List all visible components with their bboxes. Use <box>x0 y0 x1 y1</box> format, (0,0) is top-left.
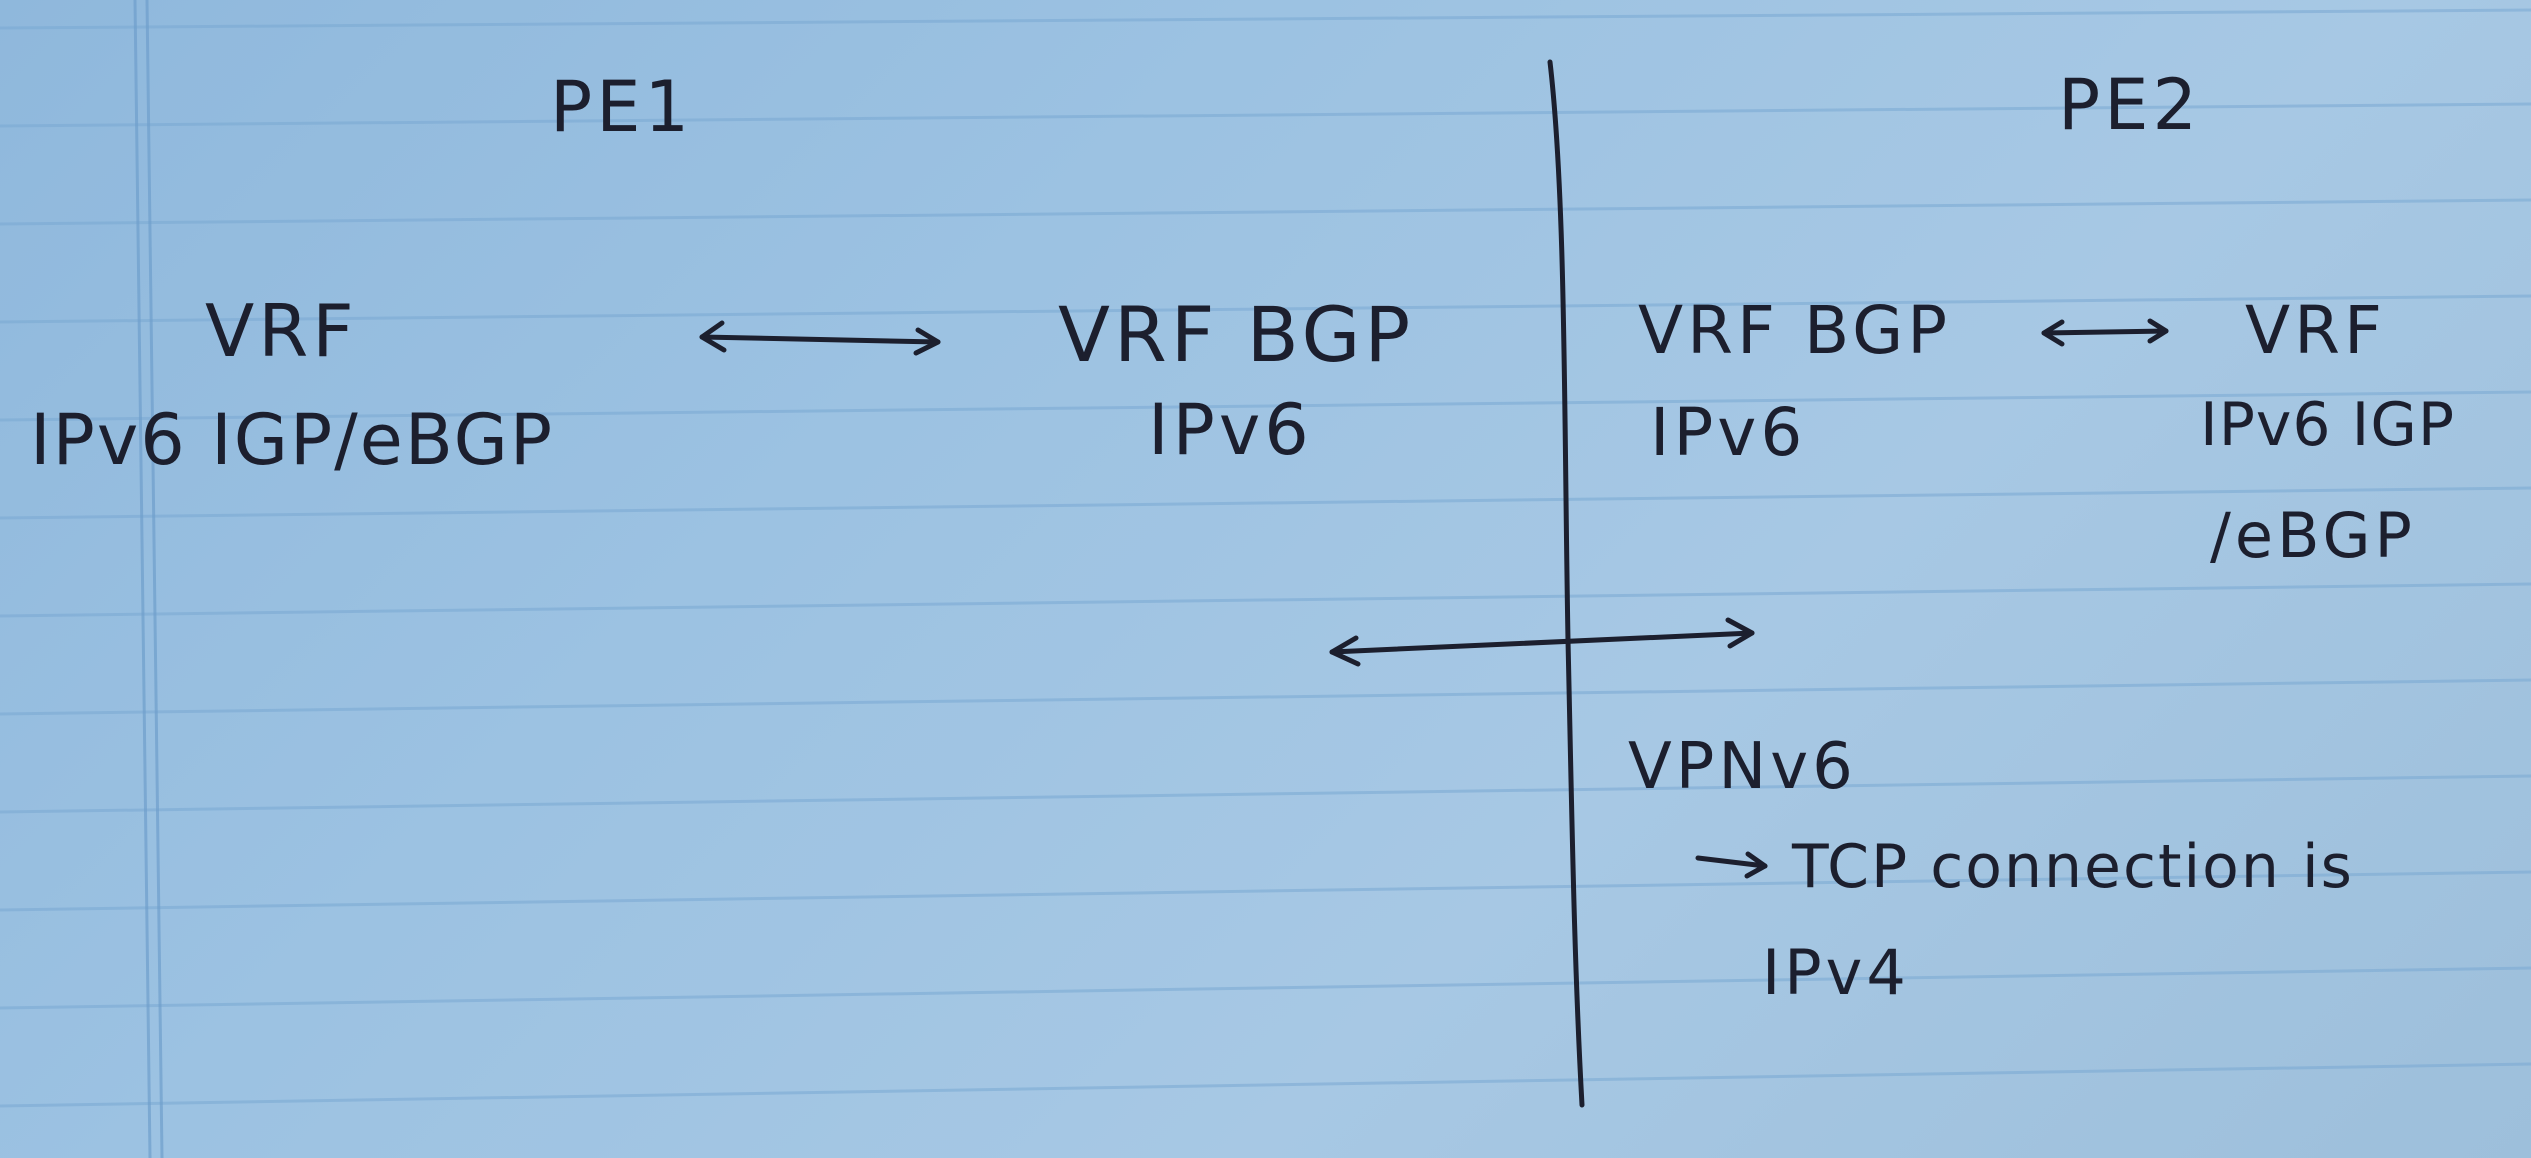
pe1-title: PE1 <box>550 66 693 148</box>
tcp-connection-note: TCP connection is <box>1792 832 2354 902</box>
pe1-vrf-bgp-af: IPv6 <box>1148 389 1313 471</box>
arrow-to-tcp-note <box>1695 851 1768 879</box>
pe2-vrf-label: VRF <box>2245 292 2386 369</box>
pe2-vrf-protocols-line2: /eBGP <box>2210 499 2416 572</box>
divider-line <box>1547 59 1585 1108</box>
pe2-title: PE2 <box>2058 64 2201 146</box>
pe1-vrf-label: VRF <box>205 289 358 373</box>
pe1-vrf-bgp-label: VRF BGP <box>1058 290 1415 379</box>
vpnv6-label: VPNv6 <box>1628 730 1857 804</box>
left-double-arrow <box>699 320 941 356</box>
pe2-vrf-bgp-af: IPv6 <box>1650 394 1807 471</box>
pe2-vrf-bgp-label: VRF BGP <box>1638 292 1952 369</box>
pe1-vrf-protocols: IPv6 IGP/eBGP <box>30 399 555 481</box>
right-double-arrow <box>2041 318 2169 347</box>
cross-boundary-double-arrow <box>1329 617 1755 667</box>
tcp-connection-note-ipv4: IPv4 <box>1762 936 1910 1009</box>
margin-lines <box>133 0 164 1158</box>
pe2-vrf-protocols-line1: IPv6 IGP <box>2200 390 2456 460</box>
horizontal-rules <box>0 8 2531 1108</box>
